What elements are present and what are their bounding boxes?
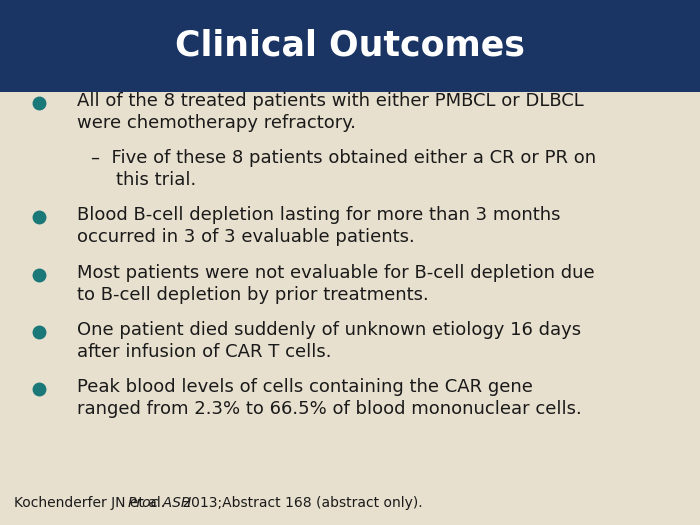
Text: 2013;Abstract 168 (abstract only).: 2013;Abstract 168 (abstract only). [178,496,423,510]
Text: Blood B-cell depletion lasting for more than 3 months: Blood B-cell depletion lasting for more … [77,206,561,224]
Text: All of the 8 treated patients with either PMBCL or DLBCL: All of the 8 treated patients with eithe… [77,92,584,110]
Text: Clinical Outcomes: Clinical Outcomes [175,29,525,63]
Text: this trial.: this trial. [116,171,196,189]
Text: to B-cell depletion by prior treatments.: to B-cell depletion by prior treatments. [77,286,428,303]
Text: Peak blood levels of cells containing the CAR gene: Peak blood levels of cells containing th… [77,378,533,396]
Text: –  Five of these 8 patients obtained either a CR or PR on: – Five of these 8 patients obtained eith… [91,149,596,167]
Text: were chemotherapy refractory.: were chemotherapy refractory. [77,114,356,132]
Text: after infusion of CAR T cells.: after infusion of CAR T cells. [77,343,332,361]
Text: occurred in 3 of 3 evaluable patients.: occurred in 3 of 3 evaluable patients. [77,228,414,246]
Text: Kochenderfer JN et al.: Kochenderfer JN et al. [14,496,169,510]
Text: One patient died suddenly of unknown etiology 16 days: One patient died suddenly of unknown eti… [77,321,581,339]
Bar [0,0,700,92]
Text: Most patients were not evaluable for B-cell depletion due: Most patients were not evaluable for B-c… [77,264,594,281]
Text: ranged from 2.3% to 66.5% of blood mononuclear cells.: ranged from 2.3% to 66.5% of blood monon… [77,400,582,418]
Text: Proc ASH: Proc ASH [128,496,191,510]
